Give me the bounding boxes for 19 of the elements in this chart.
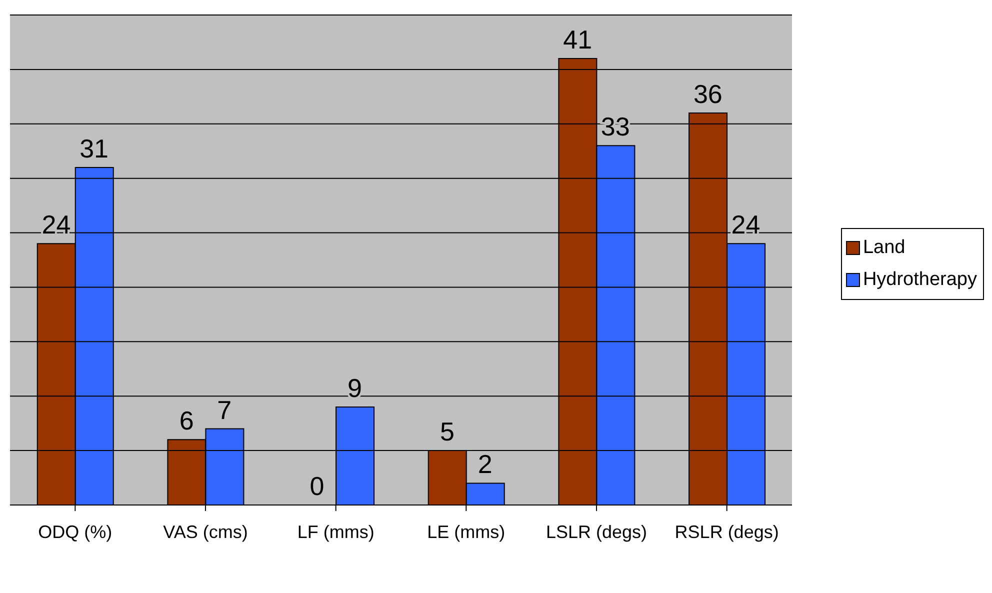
data-label: 41 (563, 24, 592, 55)
x-tick-label: LE (mms) (427, 522, 506, 542)
data-label: 24 (42, 210, 71, 240)
legend-label: Hydrotherapy (862, 268, 977, 292)
x-tick-label: ODQ (%) (38, 522, 112, 542)
data-label: 24 (731, 210, 760, 240)
x-tick-label: VAS (cms) (163, 522, 248, 542)
x-tick-label: RSLR (degs) (674, 522, 779, 542)
data-label: 0 (310, 471, 324, 501)
data-label: 36 (693, 79, 722, 109)
data-label: 31 (80, 133, 109, 164)
data-label: 2 (478, 449, 492, 480)
data-label: 9 (347, 373, 362, 403)
data-label: 7 (217, 394, 232, 425)
x-tick-label: LF (mms) (297, 522, 374, 542)
data-label: 5 (440, 416, 455, 447)
legend-label: Land (862, 236, 906, 260)
data-label: 6 (179, 406, 194, 436)
x-tick-label: LSLR (degs) (546, 522, 648, 542)
